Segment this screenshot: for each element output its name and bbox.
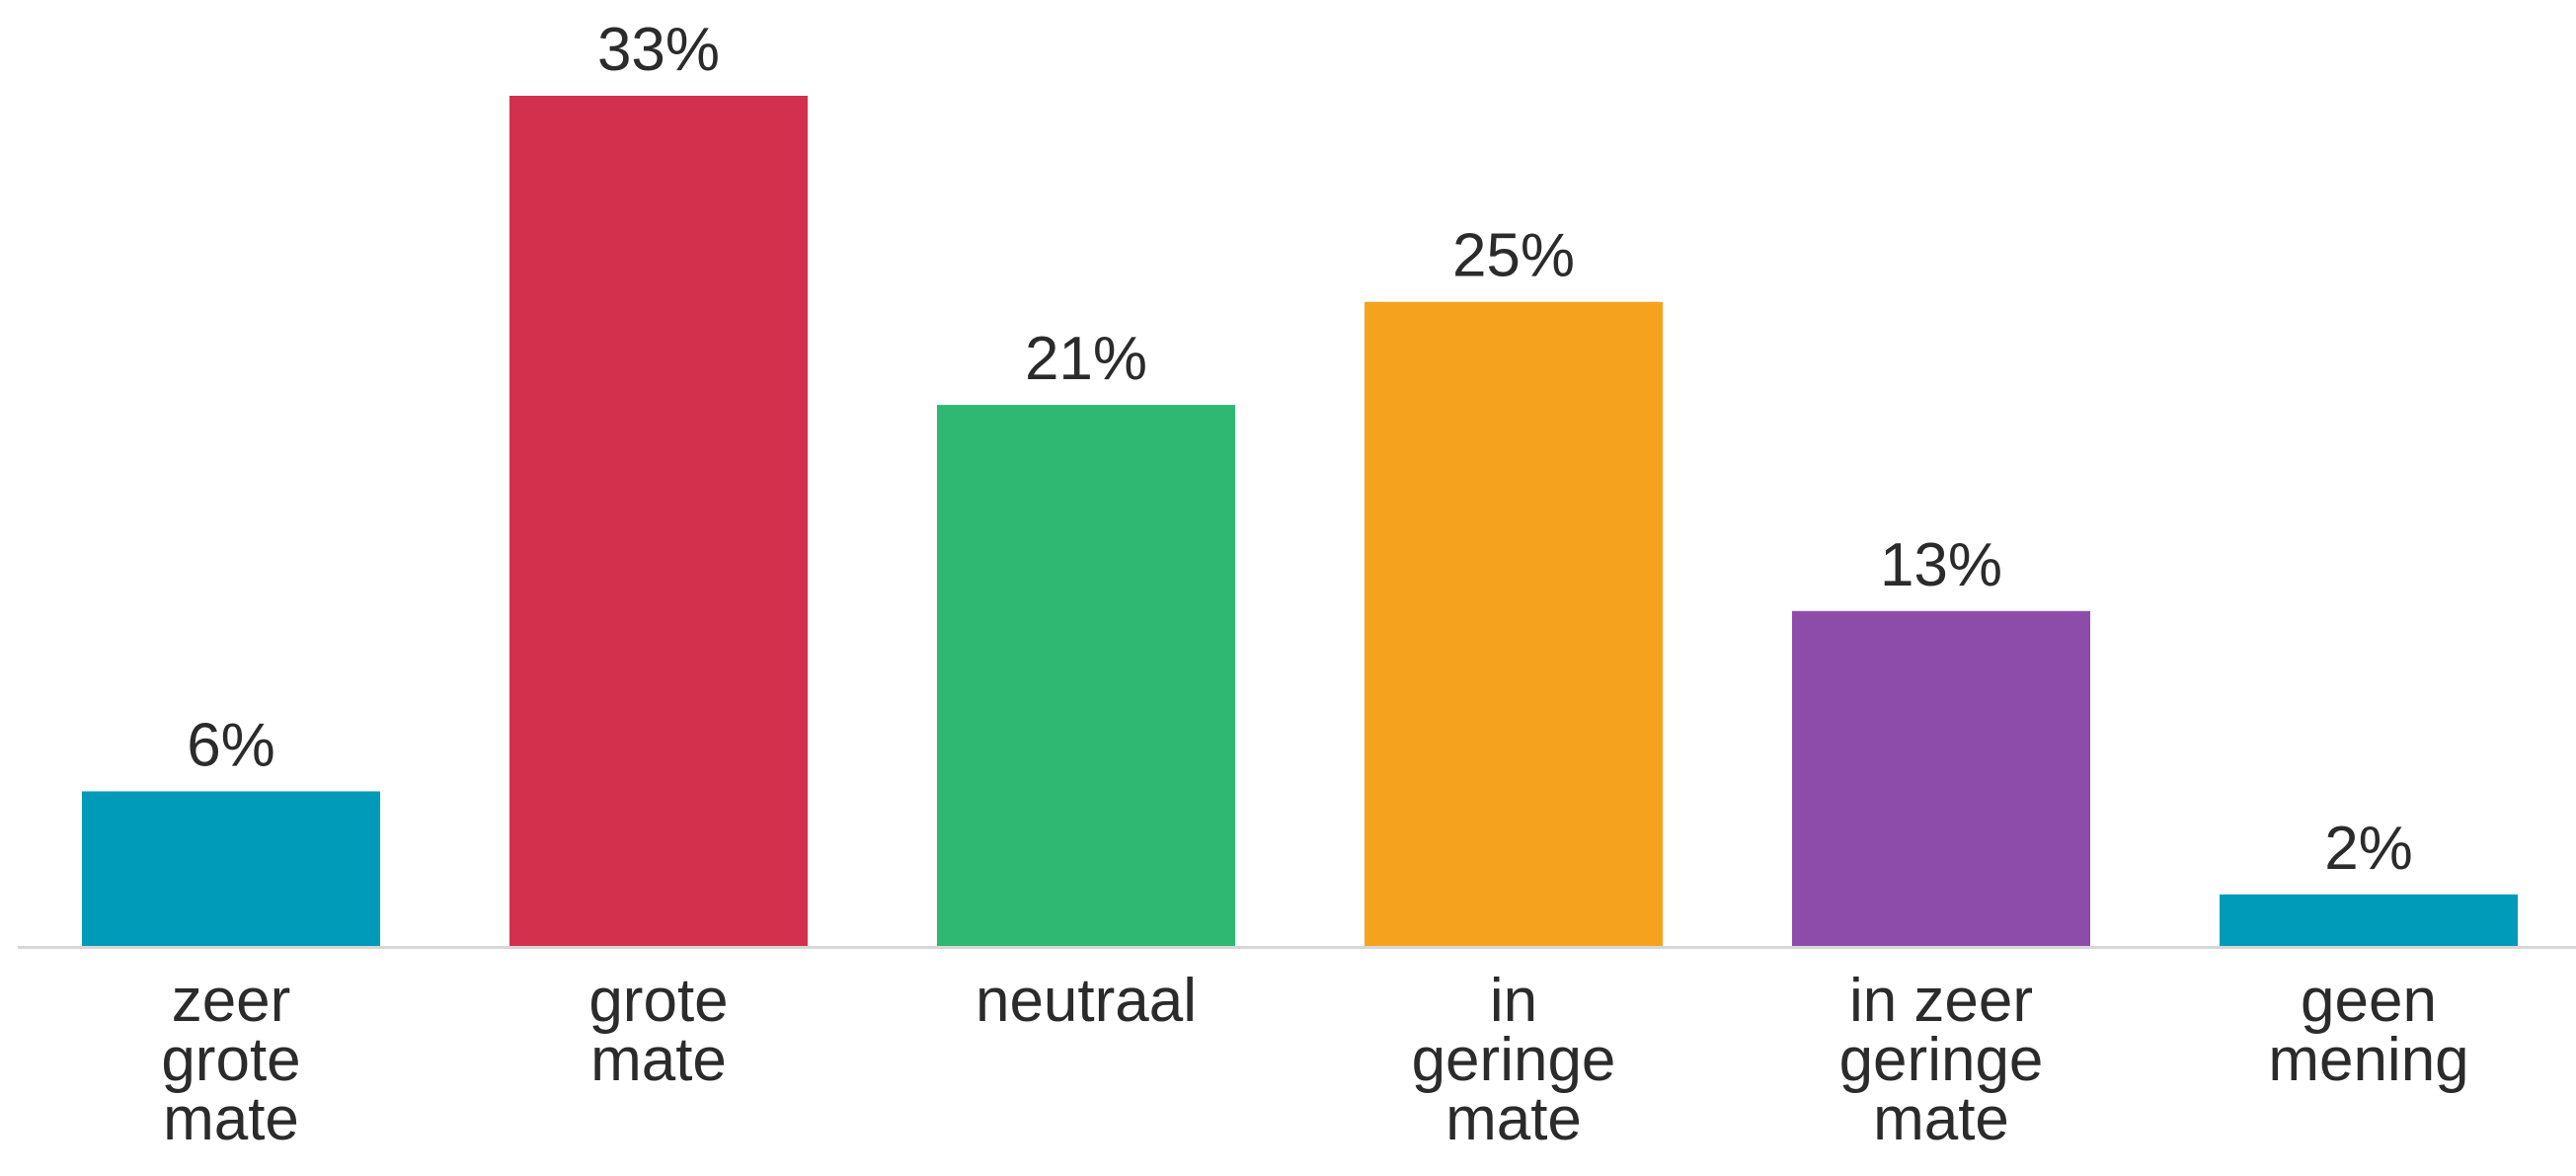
category-label-1: grote mate xyxy=(588,967,728,1094)
category-label-line: mate xyxy=(1445,1085,1582,1153)
category-label-line: mate xyxy=(1873,1085,2009,1153)
category-label-line: in xyxy=(1490,967,1537,1035)
category-label-2: neutraal xyxy=(976,967,1197,1035)
category-label-line: geringe xyxy=(1412,1026,1616,1094)
bars-group xyxy=(82,96,2518,946)
category-label-line: in zeer xyxy=(1849,967,2033,1035)
value-labels-group: 6% 33% 21% 25% 13% 2% xyxy=(187,16,2413,883)
bar-3 xyxy=(1365,301,1663,946)
category-label-0: zeer grote mate xyxy=(161,967,300,1153)
bar-1 xyxy=(509,96,808,946)
value-label-3: 25% xyxy=(1452,222,1575,290)
bar-4 xyxy=(1792,610,2090,946)
category-label-3: in geringe mate xyxy=(1412,967,1616,1153)
value-label-2: 21% xyxy=(1025,325,1147,393)
category-label-5: geen mening xyxy=(2268,967,2468,1094)
category-label-line: geen xyxy=(2301,967,2437,1035)
value-label-1: 33% xyxy=(597,16,720,84)
category-label-line: zeer xyxy=(172,967,291,1035)
category-label-line: mate xyxy=(163,1085,299,1153)
category-label-4: in zeer geringe mate xyxy=(1839,967,2044,1153)
bar-5 xyxy=(2220,894,2518,946)
category-label-line: mening xyxy=(2268,1026,2468,1094)
category-label-line: grote xyxy=(161,1026,300,1094)
value-label-5: 2% xyxy=(2324,815,2413,883)
category-label-line: grote xyxy=(588,967,728,1035)
category-label-line: mate xyxy=(590,1026,727,1094)
category-label-line: geringe xyxy=(1839,1026,2044,1094)
bar-2 xyxy=(937,405,1235,946)
value-label-4: 13% xyxy=(1880,531,2002,599)
value-label-0: 6% xyxy=(187,711,275,779)
bar-0 xyxy=(82,791,380,946)
category-label-line: neutraal xyxy=(976,967,1197,1035)
